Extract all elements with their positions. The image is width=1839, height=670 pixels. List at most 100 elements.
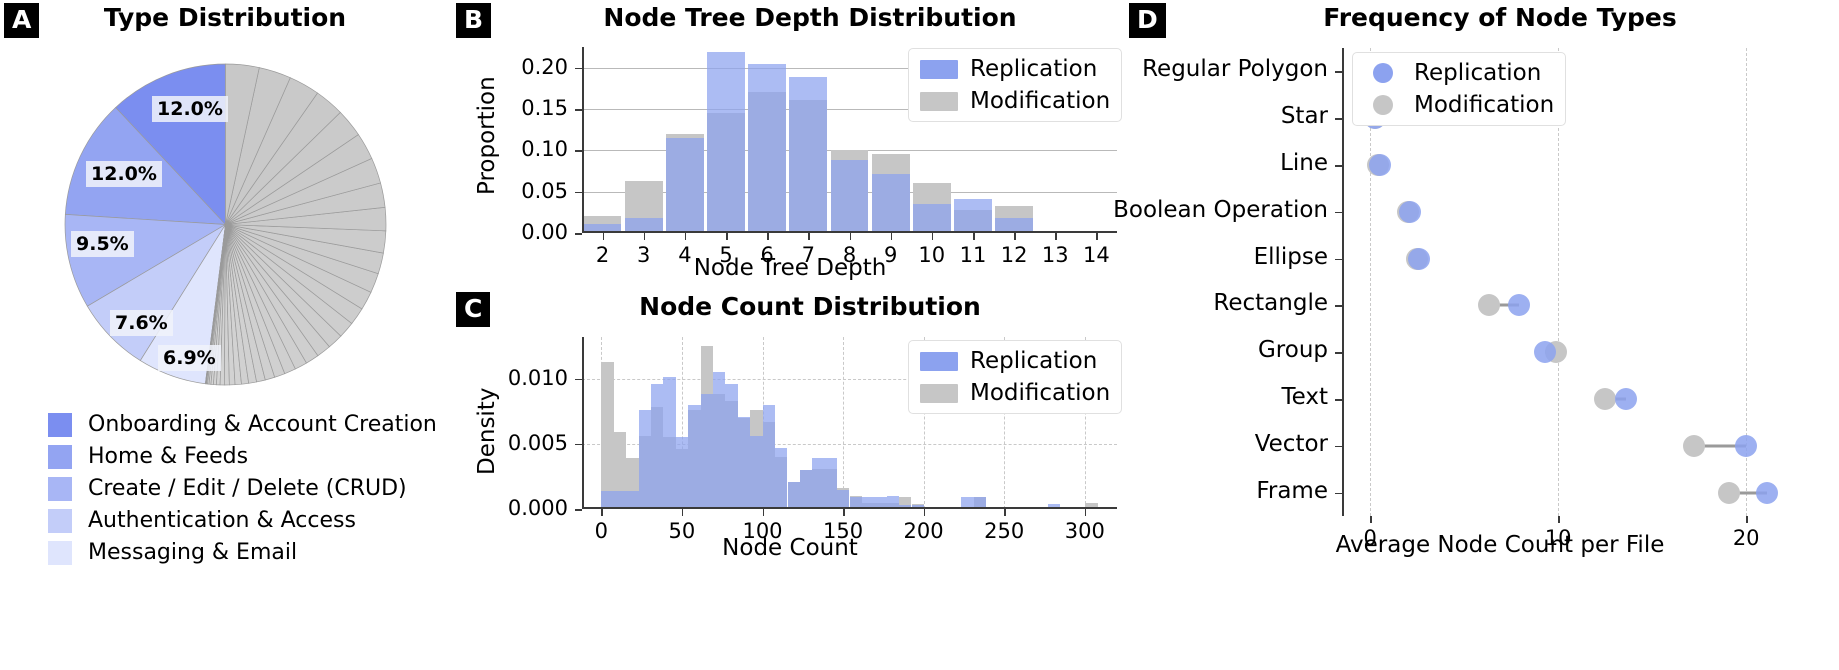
y-tick-mark — [575, 67, 582, 70]
x-tick-mark — [643, 233, 646, 240]
x-tick-mark — [1746, 516, 1748, 523]
hist-bar-replication — [613, 490, 627, 509]
y-tick-label: 0.005 — [507, 430, 568, 455]
x-axis-spine — [582, 507, 1117, 509]
x-tick-label: 9 — [884, 243, 898, 267]
hist-bar-replication — [824, 458, 838, 509]
hist-bar-replication — [626, 490, 639, 509]
y-category-label: Text — [1281, 384, 1328, 410]
x-tick-label: 7 — [801, 243, 815, 267]
dot-modification[interactable] — [1594, 388, 1617, 410]
hist-bar-modification — [899, 497, 912, 509]
panel-c-letter: C — [456, 292, 491, 327]
legend-item-replication[interactable]: Replication — [1364, 60, 1554, 86]
legend-label: Modification — [970, 88, 1111, 114]
x-tick-mark — [1558, 516, 1560, 523]
legend-swatch-replication — [920, 351, 958, 371]
dot-replication[interactable] — [1507, 294, 1530, 317]
y-category-label: Group — [1257, 337, 1328, 364]
bar-replication — [666, 137, 704, 233]
dot-replication[interactable] — [1368, 154, 1391, 176]
dot-replication[interactable] — [1534, 341, 1556, 364]
y-category-label: Regular Polygon — [1142, 56, 1328, 83]
legend-item-modification[interactable]: Modification — [1364, 92, 1554, 118]
bar-replication — [912, 204, 951, 233]
x-tick-mark — [973, 233, 975, 240]
y-category-label: Frame — [1256, 477, 1328, 504]
x-tick-mark — [1084, 509, 1087, 516]
y-tick-label: 0.10 — [521, 137, 568, 162]
legend-swatch-replication — [920, 59, 958, 79]
legend-swatch-crud — [48, 476, 72, 501]
y-tick-mark — [1335, 258, 1342, 261]
hist-bar-replication — [675, 437, 689, 509]
pie-slice-label-0: 12.0% — [152, 96, 228, 122]
x-tick-label: 250 — [984, 519, 1025, 543]
x-tick-label: 300 — [1064, 519, 1105, 543]
hist-bar-replication — [663, 377, 676, 509]
y-tick-mark — [575, 378, 582, 381]
legend-item[interactable]: Messaging & Email — [48, 540, 437, 565]
x-tick-label: 10 — [918, 243, 946, 267]
dot-replication[interactable] — [1735, 434, 1758, 457]
x-tick-mark — [843, 509, 845, 516]
legend-label: Replication — [970, 348, 1098, 374]
legend-item[interactable]: Onboarding & Account Creation — [48, 412, 437, 437]
legend-item-modification[interactable]: Modification — [920, 380, 1110, 406]
panel-a-letter: A — [4, 3, 40, 38]
x-tick-label: 150 — [823, 519, 864, 543]
gridline-vertical — [681, 337, 683, 509]
dumbbell-connector — [1693, 444, 1747, 448]
legend-item[interactable]: Home & Feeds — [48, 444, 437, 469]
legend-item-replication[interactable]: Replication — [920, 348, 1110, 374]
dot-replication[interactable] — [1398, 200, 1421, 223]
y-tick-mark — [1335, 118, 1342, 120]
dot-modification[interactable] — [1477, 294, 1500, 317]
legend-item[interactable]: Authentication & Access — [48, 508, 437, 533]
dot-modification[interactable] — [1718, 481, 1741, 504]
dot-replication[interactable] — [1614, 388, 1637, 410]
x-tick-mark — [890, 233, 893, 240]
panel-c-legend: Replication Modification — [908, 340, 1123, 414]
panel-c-xlabel: Node Count — [722, 535, 858, 561]
y-category-label: Line — [1280, 150, 1328, 176]
y-tick-label: 0.15 — [521, 96, 568, 120]
legend-item-modification[interactable]: Modification — [920, 88, 1110, 114]
gridline-vertical — [1558, 48, 1560, 516]
hist-bar-replication — [737, 416, 751, 509]
legend-label: Home & Feeds — [88, 444, 249, 469]
bar-replication — [871, 174, 910, 233]
pie-slice-label-2: 9.5% — [71, 231, 134, 257]
x-tick-label: 11 — [959, 243, 987, 267]
pie-slice-other[interactable] — [225, 63, 260, 225]
x-tick-mark — [1004, 509, 1006, 516]
hist-bar-replication — [638, 410, 651, 509]
x-tick-mark — [923, 509, 926, 516]
legend-swatch-modification — [920, 383, 958, 403]
y-tick-mark — [1335, 492, 1342, 495]
hist-bar-replication — [601, 490, 614, 509]
x-tick-mark — [931, 233, 934, 240]
legend-swatch-onboarding — [48, 412, 72, 437]
gridline-vertical — [1004, 337, 1006, 509]
legend-dot-replication — [1373, 63, 1393, 83]
dot-replication[interactable] — [1408, 247, 1431, 270]
legend-item-replication[interactable]: Replication — [920, 56, 1110, 82]
gridline-horizontal — [582, 109, 1117, 110]
dumbbell-connector — [1488, 303, 1519, 307]
x-tick-mark — [726, 233, 728, 240]
dot-modification[interactable] — [1682, 434, 1705, 457]
panel-b-title: Node Tree Depth Distribution — [603, 3, 1017, 32]
gridline-horizontal — [582, 67, 1117, 69]
gridline-horizontal — [582, 443, 1117, 445]
y-tick-mark — [575, 509, 582, 511]
hist-bar-replication — [651, 383, 664, 509]
x-tick-label: 200 — [903, 519, 944, 543]
y-tick-mark — [1335, 71, 1342, 73]
legend-item[interactable]: Create / Edit / Delete (CRUD) — [48, 476, 437, 501]
dot-replication[interactable] — [1755, 481, 1778, 504]
legend-swatch-home-feeds — [48, 444, 72, 469]
panel-d-letter: D — [1129, 3, 1166, 38]
gridline-vertical — [1084, 337, 1086, 509]
hist-bar-replication — [961, 497, 974, 509]
